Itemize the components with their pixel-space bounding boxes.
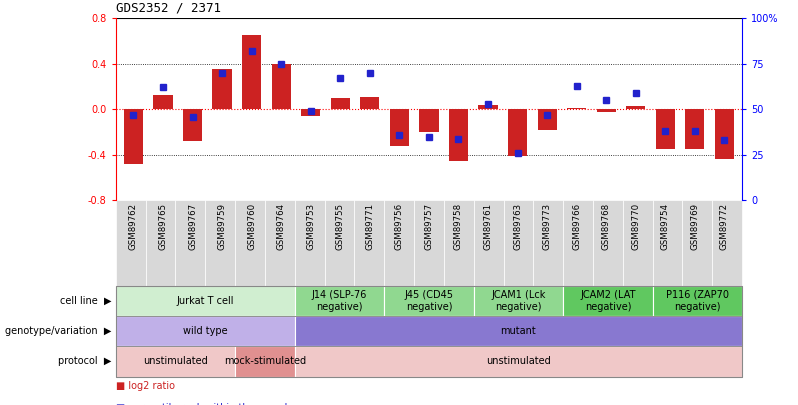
- Text: mutant: mutant: [500, 326, 536, 336]
- Text: protocol  ▶: protocol ▶: [58, 356, 112, 367]
- Bar: [330, 98, 350, 109]
- Bar: [597, 109, 616, 112]
- Text: unstimulated: unstimulated: [486, 356, 551, 367]
- Bar: [124, 109, 143, 164]
- Text: J45 (CD45
negative): J45 (CD45 negative): [405, 290, 453, 311]
- Text: Jurkat T cell: Jurkat T cell: [176, 296, 234, 306]
- Bar: [153, 94, 172, 109]
- Text: GDS2352 / 2371: GDS2352 / 2371: [116, 1, 221, 14]
- Bar: [567, 108, 587, 109]
- Text: mock-stimulated: mock-stimulated: [223, 356, 306, 367]
- Text: ■ percentile rank within the sample: ■ percentile rank within the sample: [116, 403, 293, 405]
- Bar: [538, 109, 557, 130]
- Text: JCAM1 (Lck
negative): JCAM1 (Lck negative): [492, 290, 546, 311]
- Text: unstimulated: unstimulated: [143, 356, 207, 367]
- Bar: [389, 109, 409, 146]
- Bar: [715, 109, 734, 160]
- Bar: [508, 109, 527, 156]
- Bar: [479, 105, 498, 109]
- Bar: [656, 109, 675, 149]
- Bar: [242, 35, 261, 109]
- Bar: [419, 109, 439, 132]
- Bar: [212, 70, 231, 109]
- Text: wild type: wild type: [183, 326, 227, 336]
- Bar: [301, 109, 320, 116]
- Text: cell line  ▶: cell line ▶: [60, 296, 112, 306]
- Text: JCAM2 (LAT
negative): JCAM2 (LAT negative): [580, 290, 636, 311]
- Bar: [685, 109, 705, 149]
- Bar: [271, 64, 290, 109]
- Bar: [448, 109, 468, 161]
- Text: P116 (ZAP70
negative): P116 (ZAP70 negative): [666, 290, 729, 311]
- Text: genotype/variation  ▶: genotype/variation ▶: [6, 326, 112, 336]
- Bar: [183, 109, 202, 141]
- Text: ■ log2 ratio: ■ log2 ratio: [116, 381, 175, 391]
- Bar: [626, 106, 646, 109]
- Text: J14 (SLP-76
negative): J14 (SLP-76 negative): [312, 290, 367, 311]
- Bar: [360, 97, 379, 109]
